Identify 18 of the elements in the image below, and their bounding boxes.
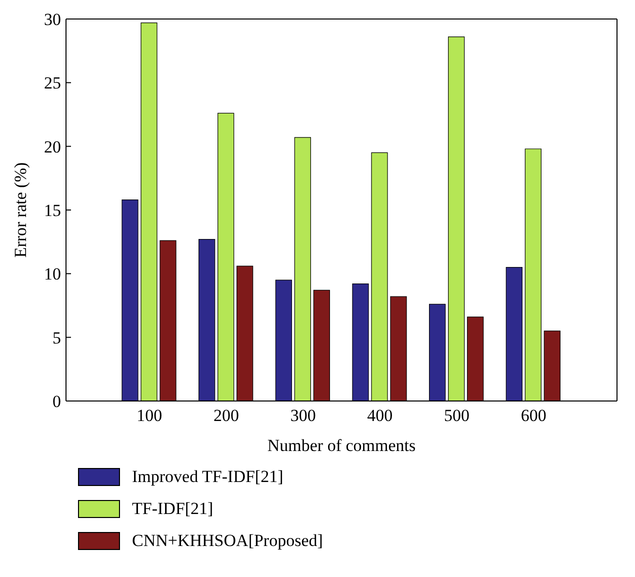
y-tick-label: 25 bbox=[44, 74, 61, 93]
x-tick-label: 300 bbox=[290, 406, 316, 426]
y-axis-title: Error rate (%) bbox=[11, 162, 30, 258]
legend-label: CNN+KHHSOA[Proposed] bbox=[132, 531, 323, 551]
y-tick-label: 20 bbox=[44, 137, 61, 156]
x-tick-label: 200 bbox=[214, 406, 239, 426]
y-tick-label: 0 bbox=[52, 392, 61, 412]
y-tick-label: 10 bbox=[44, 264, 61, 284]
x-tick-label: 400 bbox=[367, 406, 393, 426]
x-tick-label: 500 bbox=[444, 406, 470, 426]
y-tick-label: 30 bbox=[44, 10, 61, 30]
x-axis-title: Number of comments bbox=[267, 436, 416, 455]
x-tick-label: 100 bbox=[136, 406, 162, 426]
legend-label: Improved TF-IDF[21] bbox=[132, 467, 284, 487]
x-tick-label: 600 bbox=[520, 406, 546, 426]
legend-label: TF-IDF[21] bbox=[132, 499, 214, 519]
y-tick-label: 5 bbox=[52, 328, 61, 348]
y-tick-label: 15 bbox=[44, 201, 61, 220]
